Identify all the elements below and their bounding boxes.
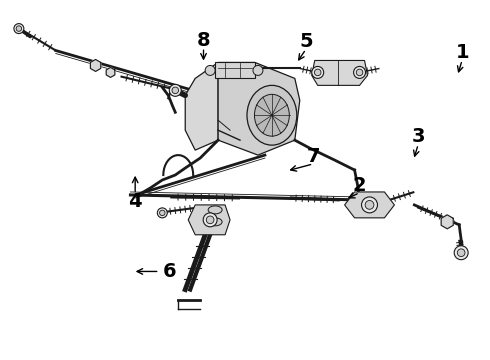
Polygon shape: [441, 215, 453, 229]
Ellipse shape: [208, 206, 222, 214]
Circle shape: [253, 66, 263, 75]
Polygon shape: [106, 67, 115, 77]
Polygon shape: [312, 60, 368, 85]
Circle shape: [454, 246, 468, 260]
Polygon shape: [185, 62, 218, 150]
Polygon shape: [215, 62, 255, 78]
Circle shape: [315, 69, 321, 76]
Circle shape: [157, 208, 167, 218]
Circle shape: [203, 213, 217, 227]
Text: 3: 3: [412, 127, 425, 147]
Circle shape: [362, 197, 377, 213]
Circle shape: [312, 67, 324, 78]
Circle shape: [16, 26, 22, 31]
Circle shape: [14, 24, 24, 33]
Text: 6: 6: [163, 262, 176, 281]
Text: 8: 8: [196, 31, 210, 50]
Circle shape: [354, 67, 366, 78]
Polygon shape: [344, 192, 394, 218]
Text: 1: 1: [455, 43, 469, 62]
Ellipse shape: [247, 85, 297, 145]
Circle shape: [160, 210, 165, 216]
Circle shape: [457, 249, 465, 257]
Polygon shape: [218, 62, 300, 155]
Text: 5: 5: [299, 32, 313, 51]
Circle shape: [172, 87, 178, 94]
Polygon shape: [188, 205, 230, 235]
Text: 2: 2: [353, 176, 367, 195]
Circle shape: [206, 216, 214, 224]
Text: 7: 7: [307, 147, 320, 166]
Circle shape: [205, 66, 215, 75]
Ellipse shape: [254, 94, 289, 136]
Circle shape: [365, 201, 374, 209]
Ellipse shape: [208, 218, 222, 226]
Circle shape: [169, 84, 181, 96]
Text: 4: 4: [128, 192, 142, 211]
Polygon shape: [90, 59, 101, 71]
Circle shape: [356, 69, 363, 76]
